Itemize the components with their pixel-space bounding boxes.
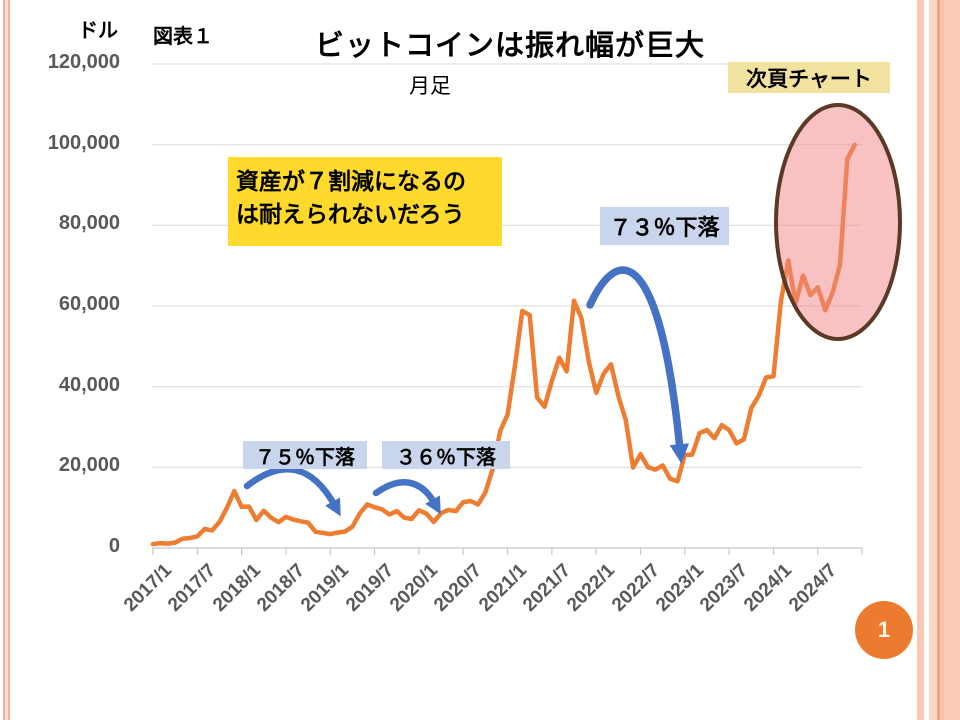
drop-arrow-73 bbox=[586, 266, 690, 464]
figure-number-label: 図表１ bbox=[153, 26, 213, 48]
y-axis-unit-label: ドル bbox=[78, 20, 118, 42]
y-axis-label: 20,000 bbox=[58, 454, 120, 476]
y-axis-label: 60,000 bbox=[58, 293, 120, 315]
page-number-badge: 1 bbox=[855, 601, 913, 659]
right-border-band bbox=[929, 0, 960, 720]
drop-label-36: ３６％下落 bbox=[382, 441, 510, 469]
drop-arrow-36 bbox=[372, 479, 441, 515]
y-axis-label: 100,000 bbox=[47, 132, 120, 154]
left-border-stripe bbox=[3, 0, 10, 720]
y-axis-label: 40,000 bbox=[58, 374, 120, 396]
drop-arrow-75 bbox=[243, 466, 341, 517]
next-chart-callout: 次頁チャート bbox=[728, 62, 890, 93]
x-axis-ticks bbox=[152, 548, 863, 555]
chart-title: ビットコインは振れ幅が巨大 bbox=[314, 30, 705, 62]
drop-label-75: ７５％下落 bbox=[243, 441, 367, 469]
y-axis-label: 80,000 bbox=[58, 212, 120, 234]
drop-label-73: ７３％下落 bbox=[600, 207, 729, 245]
y-axis-label: 0 bbox=[108, 535, 120, 557]
note-line-2: は耐えられないだろう bbox=[236, 201, 465, 228]
note-line-1: 資産が７割減になるの bbox=[236, 168, 466, 194]
chart-subtitle: 月足 bbox=[409, 75, 451, 98]
note-callout: 資産が７割減になるの は耐えられないだろう bbox=[228, 157, 502, 246]
right-border-stripe-thin bbox=[917, 0, 924, 720]
highlight-ellipse bbox=[774, 103, 902, 341]
y-axis-label: 120,000 bbox=[47, 51, 120, 73]
price-line bbox=[150, 142, 857, 547]
